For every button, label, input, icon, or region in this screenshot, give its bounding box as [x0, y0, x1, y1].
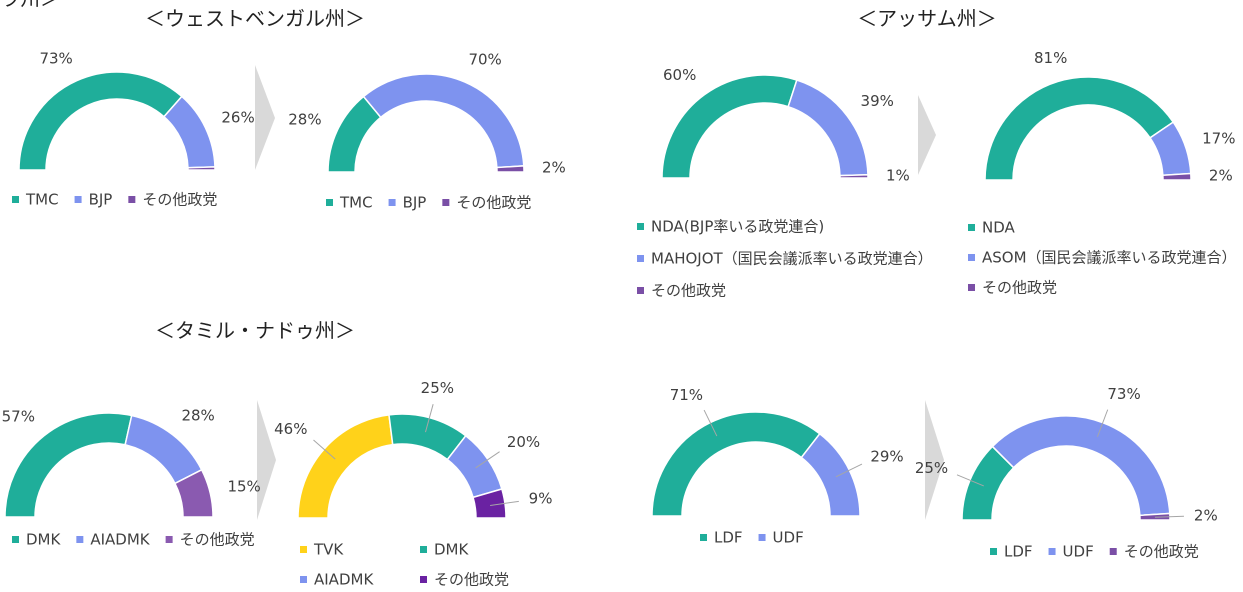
legend-swatch: [1048, 548, 1056, 555]
legend-swatch: [76, 536, 84, 543]
arrow: [925, 400, 944, 520]
slice: [472, 488, 507, 519]
legend-swatch: [637, 223, 644, 230]
legend-swatch: [300, 576, 307, 583]
legend-label: UDF: [773, 529, 804, 547]
data-label: 15%: [227, 478, 260, 496]
legend-label: TMC: [25, 191, 59, 209]
legend-swatch: [388, 199, 396, 206]
data-label: 73%: [39, 49, 72, 67]
slice: [1162, 172, 1192, 181]
legend-label: その他政党: [651, 282, 726, 300]
legend-label: NDA: [982, 219, 1016, 237]
legend-swatch: [1109, 548, 1117, 555]
slice: [187, 166, 216, 171]
legend-swatch: [637, 255, 644, 262]
arrow: [918, 95, 936, 175]
data-label: 2%: [1194, 506, 1218, 524]
leader-line: [313, 439, 336, 460]
legend-label: DMK: [434, 541, 469, 559]
data-label: 9%: [529, 490, 553, 508]
data-label: 28%: [181, 406, 214, 424]
data-label: 46%: [274, 420, 307, 438]
legend-swatch: [420, 546, 427, 553]
slice: [1139, 512, 1171, 521]
data-label: 1%: [886, 167, 910, 185]
panel-title: ＜ケララ州＞: [0, 0, 60, 11]
legend-swatch: [442, 199, 450, 206]
leader-line: [956, 474, 984, 487]
legend-label: その他政党: [180, 531, 255, 549]
slice: [173, 468, 214, 518]
legend-label: その他政党: [982, 279, 1057, 297]
data-label: 2%: [542, 159, 566, 177]
legend-label: その他政党: [434, 571, 509, 589]
data-label: 39%: [861, 92, 894, 110]
legend-label: LDF: [1004, 543, 1033, 561]
legend-swatch: [12, 536, 19, 543]
slice: [800, 432, 861, 517]
legend-swatch: [74, 196, 82, 203]
legend-swatch: [12, 196, 19, 203]
legend-swatch: [128, 196, 136, 203]
legend-label: BJP: [403, 194, 427, 212]
legend-label: NDA(BJP率いる政党連合): [651, 218, 824, 236]
legend-swatch: [165, 536, 173, 543]
leader-line: [1096, 409, 1109, 437]
legend-swatch: [700, 534, 707, 541]
slice: [991, 415, 1171, 517]
leader-line: [1154, 515, 1184, 518]
legend-label: その他政党: [456, 194, 531, 212]
arrow: [257, 400, 276, 520]
leader-line: [475, 451, 500, 469]
legend-label: DMK: [26, 531, 61, 549]
leader-line: [490, 500, 519, 506]
data-label: 70%: [468, 51, 501, 69]
panel-title: ＜ウェストベンガル州＞: [145, 7, 365, 31]
legend-label: AIADMK: [314, 571, 374, 589]
data-label: 60%: [663, 66, 696, 84]
leader-line: [835, 463, 863, 478]
legend-swatch: [968, 254, 975, 261]
legend-label: ASOM（国民会議派率いる政党連合）: [982, 249, 1237, 267]
legend-swatch: [990, 548, 997, 555]
legend-swatch: [637, 287, 644, 294]
legend-swatch: [758, 534, 766, 541]
data-label: 73%: [1107, 385, 1140, 403]
data-label: 20%: [507, 433, 540, 451]
data-label: 26%: [221, 109, 254, 127]
data-label: 25%: [915, 459, 948, 477]
panel-title: ＜タミル・ナドゥ州＞: [155, 319, 355, 343]
data-label: 17%: [1202, 129, 1235, 147]
legend-label: BJP: [89, 191, 113, 209]
legend-label: LDF: [714, 529, 743, 547]
data-label: 81%: [1034, 49, 1067, 67]
legend-label: その他政党: [142, 191, 217, 209]
data-label: 2%: [1209, 167, 1233, 185]
legend-swatch: [326, 199, 333, 206]
legend-label: その他政党: [1124, 543, 1199, 561]
leader-line: [703, 409, 718, 437]
legend-label: TVK: [313, 541, 344, 559]
data-label: 57%: [2, 408, 35, 426]
arrow: [255, 65, 275, 170]
data-label: 28%: [288, 111, 321, 129]
legend-label: TMC: [339, 194, 373, 212]
slice: [496, 165, 525, 173]
legend-label: AIADMK: [90, 531, 150, 549]
data-label: 29%: [870, 448, 903, 466]
legend-swatch: [300, 546, 307, 553]
legend-label: MAHOJOT（国民会議派率いる政党連合）: [651, 250, 933, 268]
data-label: 71%: [670, 386, 703, 404]
data-label: 25%: [421, 379, 454, 397]
slice: [839, 173, 869, 179]
legend-swatch: [420, 576, 427, 583]
legend-swatch: [968, 224, 975, 231]
legend-swatch: [968, 284, 975, 291]
legend-label: UDF: [1063, 543, 1094, 561]
leader-line: [425, 404, 434, 433]
panel-title: ＜アッサム州＞: [857, 7, 997, 31]
